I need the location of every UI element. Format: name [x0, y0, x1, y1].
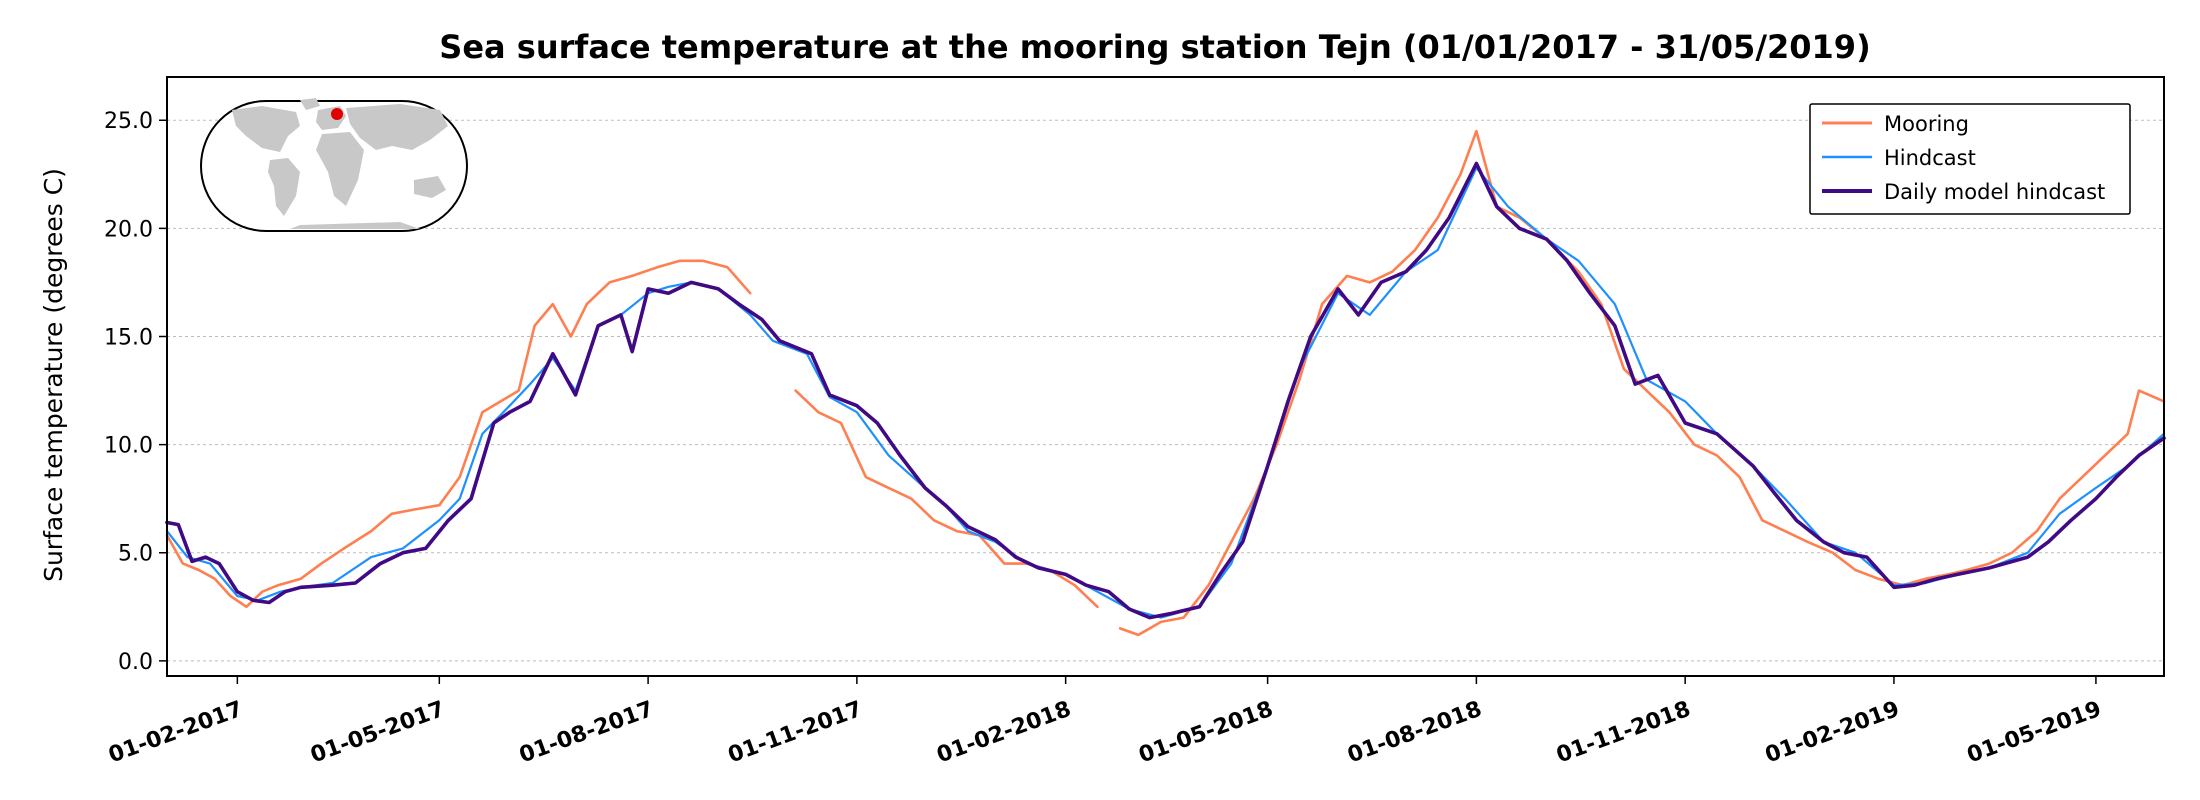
legend-label-daily-model-hindcast: Daily model hindcast: [1884, 180, 2105, 204]
plot-series: [165, 129, 2166, 637]
x-tick-label: 01-05-2019: [1964, 697, 2105, 769]
x-tick-label: 01-02-2017: [105, 697, 246, 769]
plot-frame: [166, 76, 2165, 677]
x-tick-label: 01-02-2019: [1762, 697, 1903, 769]
y-tick-label: 20.0: [104, 217, 153, 242]
x-tick-label: 01-08-2017: [516, 697, 657, 769]
legend-label-hindcast: Hindcast: [1884, 146, 1976, 170]
chart-title: Sea surface temperature at the mooring s…: [439, 28, 1870, 66]
y-axis-label: Surface temperature (degrees C): [39, 168, 68, 582]
series-line-hindcast: [165, 166, 2166, 619]
gridlines: [167, 119, 2164, 662]
station-marker-icon: [331, 108, 343, 120]
x-tick-label: 01-02-2018: [934, 697, 1075, 769]
legend: Mooring Hindcast Daily model hindcast: [1809, 103, 2131, 215]
x-tick-label: 01-08-2018: [1344, 697, 1485, 769]
y-axis-ticks: 0.0 5.0 10.0 15.0 20.0 25.0: [104, 109, 167, 675]
y-tick-label: 0.0: [118, 650, 153, 675]
continents-icon: [232, 98, 448, 229]
x-tick-label: 01-05-2017: [307, 697, 448, 769]
legend-frame: [1809, 103, 2131, 215]
x-axis-ticks: 01-02-2017 01-05-2017 01-08-2017 01-11-2017…: [105, 676, 2105, 769]
world-map-inset: [200, 98, 468, 232]
x-tick-label: 01-11-2017: [725, 697, 866, 769]
y-tick-label: 25.0: [104, 109, 153, 134]
y-tick-label: 10.0: [104, 434, 153, 459]
x-tick-label: 01-11-2018: [1553, 697, 1694, 769]
series-line-daily-model-hindcast: [165, 161, 2166, 620]
x-tick-label: 01-05-2018: [1136, 697, 1277, 769]
y-tick-label: 15.0: [104, 325, 153, 350]
legend-label-mooring: Mooring: [1884, 112, 1969, 136]
y-tick-label: 5.0: [118, 542, 153, 567]
